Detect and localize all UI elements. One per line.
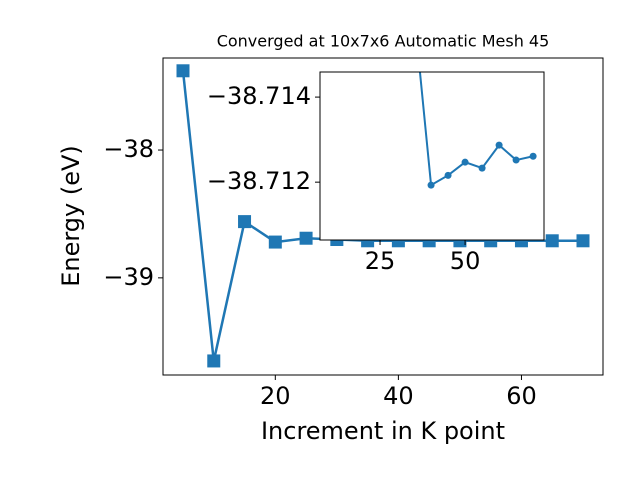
x-tick-label: 25: [365, 247, 396, 275]
axes-frame: [319, 71, 545, 241]
marker: [478, 164, 486, 172]
marker: [512, 156, 520, 164]
marker: [529, 152, 537, 160]
x-axis-label: Increment in K point: [261, 417, 505, 445]
marker: [176, 64, 190, 78]
y-tick-label: −38.712: [207, 167, 311, 195]
marker: [207, 354, 221, 368]
y-tick-label: −38.714: [207, 82, 311, 110]
marker: [268, 235, 282, 249]
marker: [576, 234, 590, 248]
chart-title: Converged at 10x7x6 Automatic Mesh 45: [217, 32, 550, 51]
y-axis-label: Energy (eV): [57, 145, 85, 287]
marker: [299, 231, 313, 245]
marker: [444, 171, 452, 179]
plot-area: [320, 72, 544, 240]
marker: [545, 234, 559, 248]
marker: [238, 215, 252, 229]
x-tick-label: 60: [506, 382, 537, 410]
x-tick-label: 20: [260, 382, 291, 410]
y-tick-label: −39: [103, 263, 154, 291]
x-tick-label: 50: [450, 247, 481, 275]
plot-group: [418, 72, 537, 189]
y-tick-label: −38: [103, 135, 154, 163]
marker: [461, 158, 469, 166]
marker: [427, 181, 435, 189]
marker: [495, 141, 503, 149]
x-tick-label: 40: [383, 382, 414, 410]
axes-frame: [162, 57, 604, 376]
